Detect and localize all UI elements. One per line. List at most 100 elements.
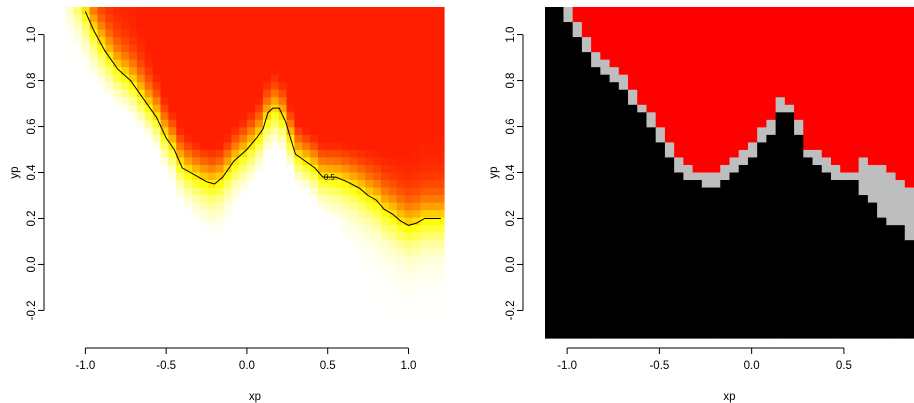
left-x-axis: -1.0 -0.5 0.0 0.5 1.0	[75, 347, 416, 372]
heat-cell	[192, 134, 201, 144]
heat-cell	[144, 180, 154, 189]
heat-cell	[286, 217, 295, 226]
heat-cell	[73, 164, 83, 174]
class-cell	[637, 255, 648, 264]
class-cell	[664, 255, 675, 264]
heat-cell	[113, 307, 122, 317]
class-cell	[812, 330, 823, 339]
class-cell	[904, 142, 914, 151]
class-cell	[711, 285, 721, 294]
heat-cell	[160, 285, 169, 294]
heat-cell	[192, 127, 201, 136]
heat-cell	[302, 292, 311, 301]
class-cell	[664, 134, 675, 144]
heat-cell	[231, 104, 240, 113]
class-cell	[794, 67, 804, 76]
heat-cell	[436, 149, 445, 159]
heat-cell	[357, 149, 366, 159]
y-tick-label: 0.4	[26, 164, 38, 181]
class-cell	[821, 172, 832, 181]
class-cell	[674, 225, 684, 234]
class-cell	[766, 255, 777, 264]
class-cell	[720, 29, 731, 38]
heat-cell	[184, 164, 193, 174]
class-cell	[628, 292, 638, 301]
class-cell	[895, 104, 906, 113]
class-cell	[904, 240, 914, 249]
heat-cell	[192, 149, 201, 159]
heat-cell	[66, 74, 75, 83]
heat-cell	[113, 37, 122, 46]
heat-cell	[231, 255, 240, 264]
heat-cell	[89, 164, 99, 174]
heat-cell	[302, 187, 311, 196]
heat-cell	[294, 217, 303, 226]
heat-cell	[294, 232, 303, 241]
heat-cell	[278, 52, 288, 61]
heat-cell	[302, 322, 311, 332]
heat-cell	[207, 180, 217, 189]
heat-cell	[318, 104, 327, 113]
class-cell	[775, 149, 786, 159]
class-cell	[803, 37, 814, 46]
heat-cell	[81, 285, 91, 294]
class-cell	[729, 67, 740, 76]
class-cell	[711, 52, 721, 61]
class-cell	[720, 225, 731, 234]
heat-cell	[412, 67, 421, 76]
class-cell	[711, 59, 721, 68]
class-cell	[683, 134, 694, 144]
class-cell	[877, 134, 887, 144]
heat-cell	[388, 217, 398, 226]
heat-cell	[262, 307, 272, 317]
class-cell	[618, 300, 629, 309]
class-cell	[803, 195, 814, 204]
class-cell	[618, 255, 629, 264]
class-cell	[581, 195, 592, 204]
heat-cell	[113, 292, 122, 301]
heat-cell	[97, 29, 106, 38]
heat-cell	[152, 142, 162, 151]
class-cell	[877, 7, 887, 16]
heat-cell	[373, 22, 382, 31]
heat-cell	[160, 14, 169, 23]
class-cell	[720, 270, 731, 279]
class-cell	[554, 322, 565, 332]
class-cell	[867, 187, 878, 196]
class-cell	[628, 180, 638, 189]
heat-cell	[192, 225, 201, 234]
heat-cell	[404, 262, 414, 271]
heat-cell	[278, 149, 288, 159]
class-cell	[591, 44, 601, 53]
heat-cell	[294, 74, 303, 83]
class-cell	[821, 262, 832, 271]
heat-cell	[239, 127, 248, 136]
heat-cell	[192, 44, 201, 53]
heat-cell	[341, 307, 351, 317]
class-cell	[628, 255, 638, 264]
class-cell	[609, 37, 620, 46]
class-cell	[757, 52, 767, 61]
class-cell	[784, 104, 795, 113]
class-cell	[886, 82, 897, 91]
heat-cell	[73, 89, 83, 98]
heat-cell	[286, 292, 295, 301]
heat-cell	[152, 330, 162, 339]
class-cell	[757, 89, 767, 98]
heat-cell	[215, 232, 225, 241]
heat-cell	[129, 307, 138, 317]
heat-cell	[388, 315, 398, 324]
heat-cell	[231, 127, 240, 136]
heat-cell	[333, 225, 343, 234]
heat-cell	[436, 52, 445, 61]
heat-cell	[270, 240, 280, 249]
class-cell	[895, 82, 906, 91]
class-cell	[628, 157, 638, 166]
heat-cell	[262, 29, 272, 38]
class-cell	[591, 112, 601, 121]
heat-cell	[349, 247, 358, 256]
heat-cell	[428, 262, 437, 271]
heat-cell	[168, 67, 177, 76]
class-cell	[794, 82, 804, 91]
heat-cell	[262, 67, 272, 76]
